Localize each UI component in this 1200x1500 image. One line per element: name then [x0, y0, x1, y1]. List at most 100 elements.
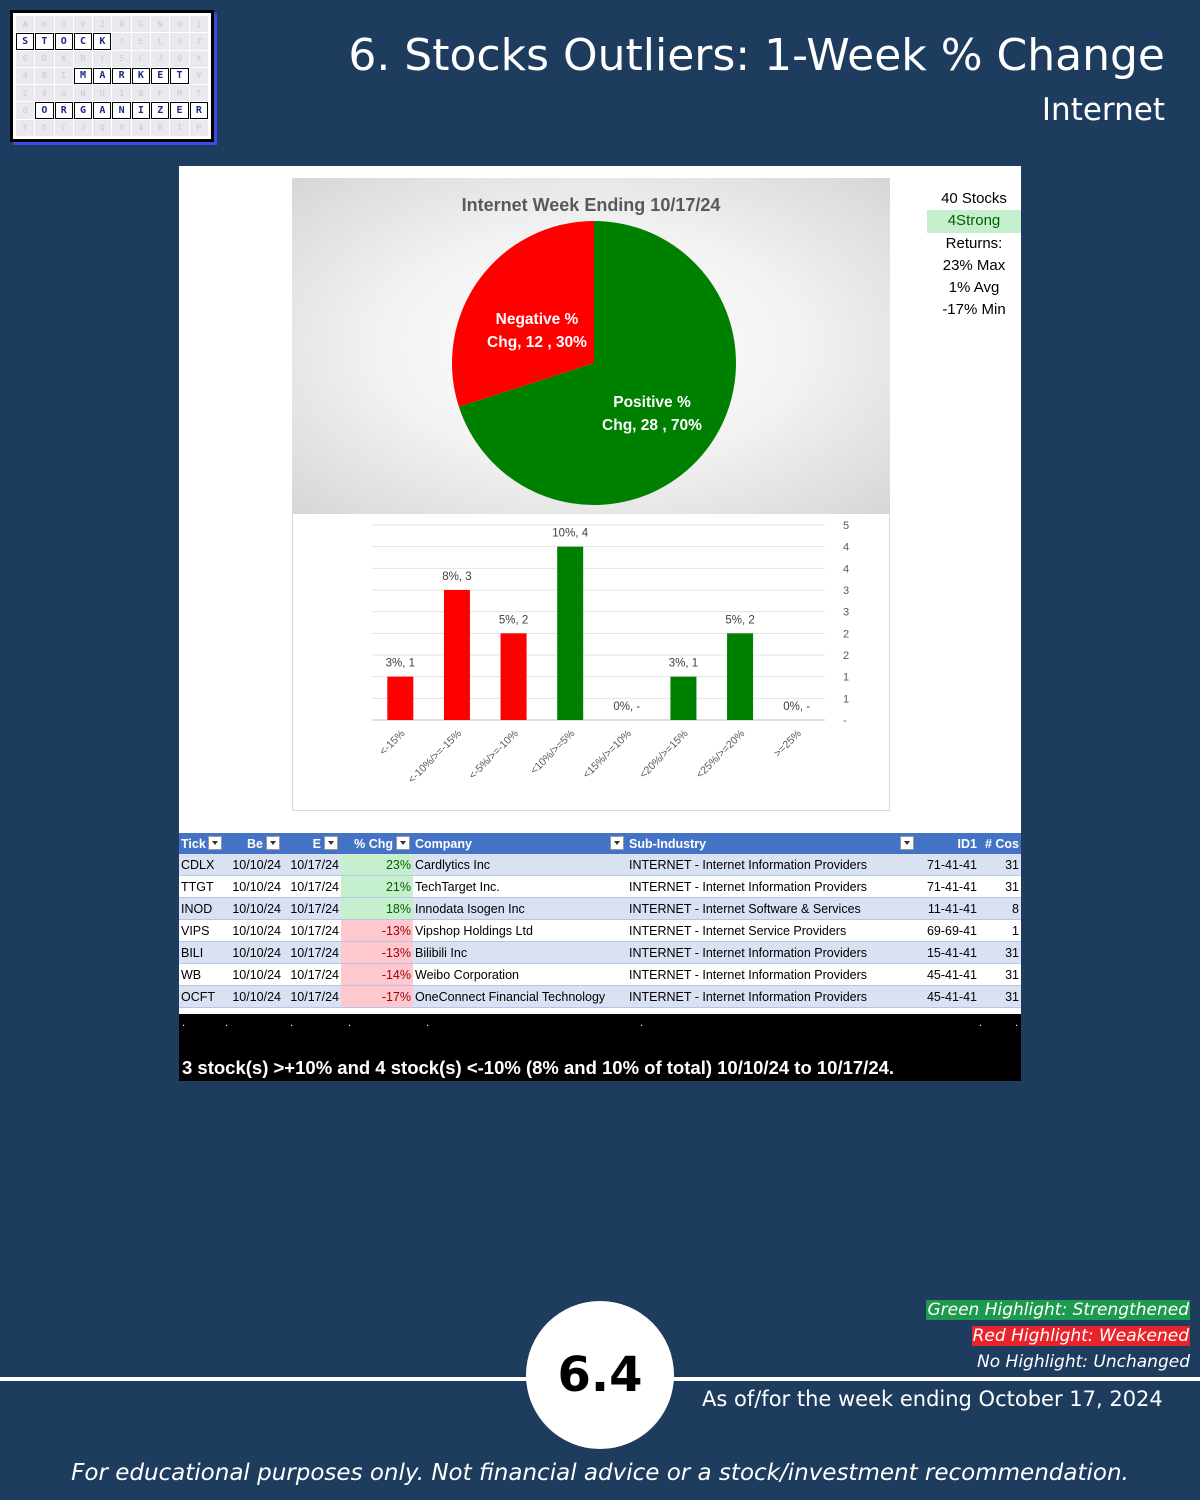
logo-filler-cell: D	[35, 50, 54, 67]
report-panel: Internet Week Ending 10/17/24 Positive %…	[179, 166, 1021, 1081]
logo-letter: T	[35, 33, 54, 50]
cell-id1: 71-41-41	[917, 875, 979, 898]
cell-begin-date: 10/10/24	[225, 985, 283, 1008]
cell-end-date: 10/17/24	[283, 941, 341, 964]
pie-chart-title: Internet Week Ending 10/17/24	[462, 195, 721, 215]
stats-panel: 40 Stocks 4Strong Returns: 23% Max 1% Av…	[927, 188, 1021, 322]
col-header-end[interactable]: E	[283, 833, 341, 854]
bar-chart-area: - 1 1 2 2 3 3 4 4 5 3%, 1 <-15% 8%, 3 <-10%/>=-15% 5%,…	[292, 514, 890, 811]
table-row[interactable]: INOD 10/10/24 10/17/24 18% Innodata Isogen I…	[179, 897, 1021, 920]
filter-dropdown-icon[interactable]	[208, 836, 222, 850]
cell-begin-date: 10/10/24	[225, 941, 283, 964]
col-header-sub-industry[interactable]: Sub-Industry	[627, 833, 917, 854]
logo-filler-cell: Q	[170, 50, 189, 67]
bar-data-label: 0%, -	[613, 701, 640, 713]
x-tick-label: <-10%/>=-15%	[406, 728, 464, 786]
cell-company: TechTarget Inc.	[413, 875, 627, 898]
table-row[interactable]: CDLX 10/10/24 10/17/24 23% Cardlytics Inc INT…	[179, 854, 1021, 876]
filter-dropdown-icon[interactable]	[610, 836, 624, 850]
logo-letter: A	[93, 102, 112, 119]
cell-id1: 71-41-41	[917, 854, 979, 876]
table-row[interactable]: WB 10/10/24 10/17/24 -14% Weibo Corporation I…	[179, 963, 1021, 986]
logo-letter: E	[151, 67, 170, 85]
cell-ticker: WB	[179, 963, 225, 986]
bar	[387, 676, 414, 720]
logo-filler-cell: L	[151, 33, 170, 50]
cell-id1: 45-41-41	[917, 985, 979, 1008]
cell-num-cos: 31	[979, 941, 1021, 964]
logo-filler-cell: N	[73, 85, 93, 102]
cell-end-date: 10/17/24	[283, 963, 341, 986]
outliers-table: Tick Be E % Chg Company Sub-Industry ID1…	[179, 833, 1021, 1008]
x-tick-label: <20%/>=15%	[637, 728, 690, 781]
cell-company: Bilibili Inc	[413, 941, 627, 964]
pie-chart-area: Internet Week Ending 10/17/24 Positive %…	[292, 178, 890, 514]
returns-avg: 1% Avg	[948, 279, 1000, 297]
cell-num-cos: 31	[979, 985, 1021, 1008]
filter-dropdown-icon[interactable]	[324, 836, 338, 850]
cell-company: Vipshop Holdings Ltd	[413, 919, 627, 942]
y-tick-label: 4	[843, 563, 849, 575]
cell-sub-industry: INTERNET - Internet Information Provider…	[627, 941, 917, 964]
col-header-pct-chg[interactable]: % Chg	[341, 833, 413, 854]
cell-num-cos: 8	[979, 897, 1021, 920]
bar-data-label: 3%, 1	[669, 658, 698, 670]
logo-letter: K	[93, 33, 112, 50]
table-row[interactable]: TTGT 10/10/24 10/17/24 21% TechTarget Inc. IN…	[179, 875, 1021, 898]
legend-none: No Highlight: Unchanged	[977, 1352, 1190, 1372]
cell-company: Innodata Isogen Inc	[413, 897, 627, 920]
x-tick-label: <-5%/>=-10%	[467, 728, 521, 782]
filter-dropdown-icon[interactable]	[900, 836, 914, 850]
col-header-tick[interactable]: Tick	[179, 833, 225, 854]
cell-id1: 45-41-41	[917, 963, 979, 986]
cell-begin-date: 10/10/24	[225, 897, 283, 920]
table-row[interactable]: VIPS 10/10/24 10/17/24 -13% Vipshop Holdings…	[179, 919, 1021, 942]
legend-red: Red Highlight: Weakened	[971, 1326, 1190, 1346]
table-row[interactable]: BILI 10/10/24 10/17/24 -13% Bilibili Inc INTE…	[179, 941, 1021, 964]
col-header-id1[interactable]: ID1	[917, 833, 979, 854]
col-header-company[interactable]: Company	[413, 833, 627, 854]
logo-letter: Z	[151, 102, 170, 119]
cell-pct-chg: -14%	[341, 963, 413, 986]
filter-dropdown-icon[interactable]	[266, 836, 280, 850]
legend-green: Green Highlight: Strengthened	[926, 1300, 1190, 1320]
cell-ticker: INOD	[179, 897, 225, 920]
col-header-cos[interactable]: # Cos	[979, 833, 1021, 854]
logo-filler-cell: 7	[112, 33, 131, 50]
logo-filler-cell: 0	[16, 102, 35, 119]
y-tick-label: -	[843, 715, 847, 727]
x-tick-label: <15%/>=10%	[581, 728, 634, 781]
bar-data-label: 10%, 4	[552, 528, 588, 540]
bar-data-label: 5%, 2	[725, 614, 754, 626]
cell-ticker: BILI	[179, 941, 225, 964]
cell-end-date: 10/17/24	[283, 985, 341, 1008]
filter-dropdown-icon[interactable]	[396, 836, 410, 850]
page-title: 6. Stocks Outliers: 1-Week % Change	[348, 30, 1165, 81]
logo-letter: N	[112, 102, 131, 119]
logo-filler-cell: J	[151, 50, 170, 67]
y-tick-label: 3	[843, 585, 849, 597]
cell-id1: 69-69-41	[917, 919, 979, 942]
pie-slice-negative	[452, 221, 594, 407]
page-subtitle: Internet	[1041, 92, 1165, 128]
y-tick-label: 3	[843, 607, 849, 619]
logo-filler-cell: C	[131, 50, 151, 67]
x-tick-label: >=25%	[772, 728, 804, 760]
logo-filler-cell: 9	[112, 16, 131, 33]
highlight-legend: Green Highlight: Strengthened Red Highli…	[926, 1297, 1190, 1375]
pie-slice-label: Positive %	[613, 394, 691, 411]
cell-ticker: VIPS	[179, 919, 225, 942]
table-row[interactable]: OCFT 10/10/24 10/17/24 -17% OneConnect Finan…	[179, 985, 1021, 1008]
logo-filler-cell: 1	[189, 16, 208, 33]
cell-num-cos: 31	[979, 963, 1021, 986]
cell-begin-date: 10/10/24	[225, 875, 283, 898]
cell-pct-chg: 23%	[341, 854, 413, 876]
col-header-begin[interactable]: Be	[225, 833, 283, 854]
logo-filler-cell: X	[189, 50, 208, 67]
cell-begin-date: 10/10/24	[225, 854, 283, 876]
logo-filler-cell: 6	[16, 50, 35, 67]
bar-data-label: 8%, 3	[442, 571, 471, 583]
logo-letter: K	[131, 67, 151, 85]
summary-bar: .. .. .. .. 3 stock(s) >+10% and 4 stock…	[179, 1014, 1021, 1081]
